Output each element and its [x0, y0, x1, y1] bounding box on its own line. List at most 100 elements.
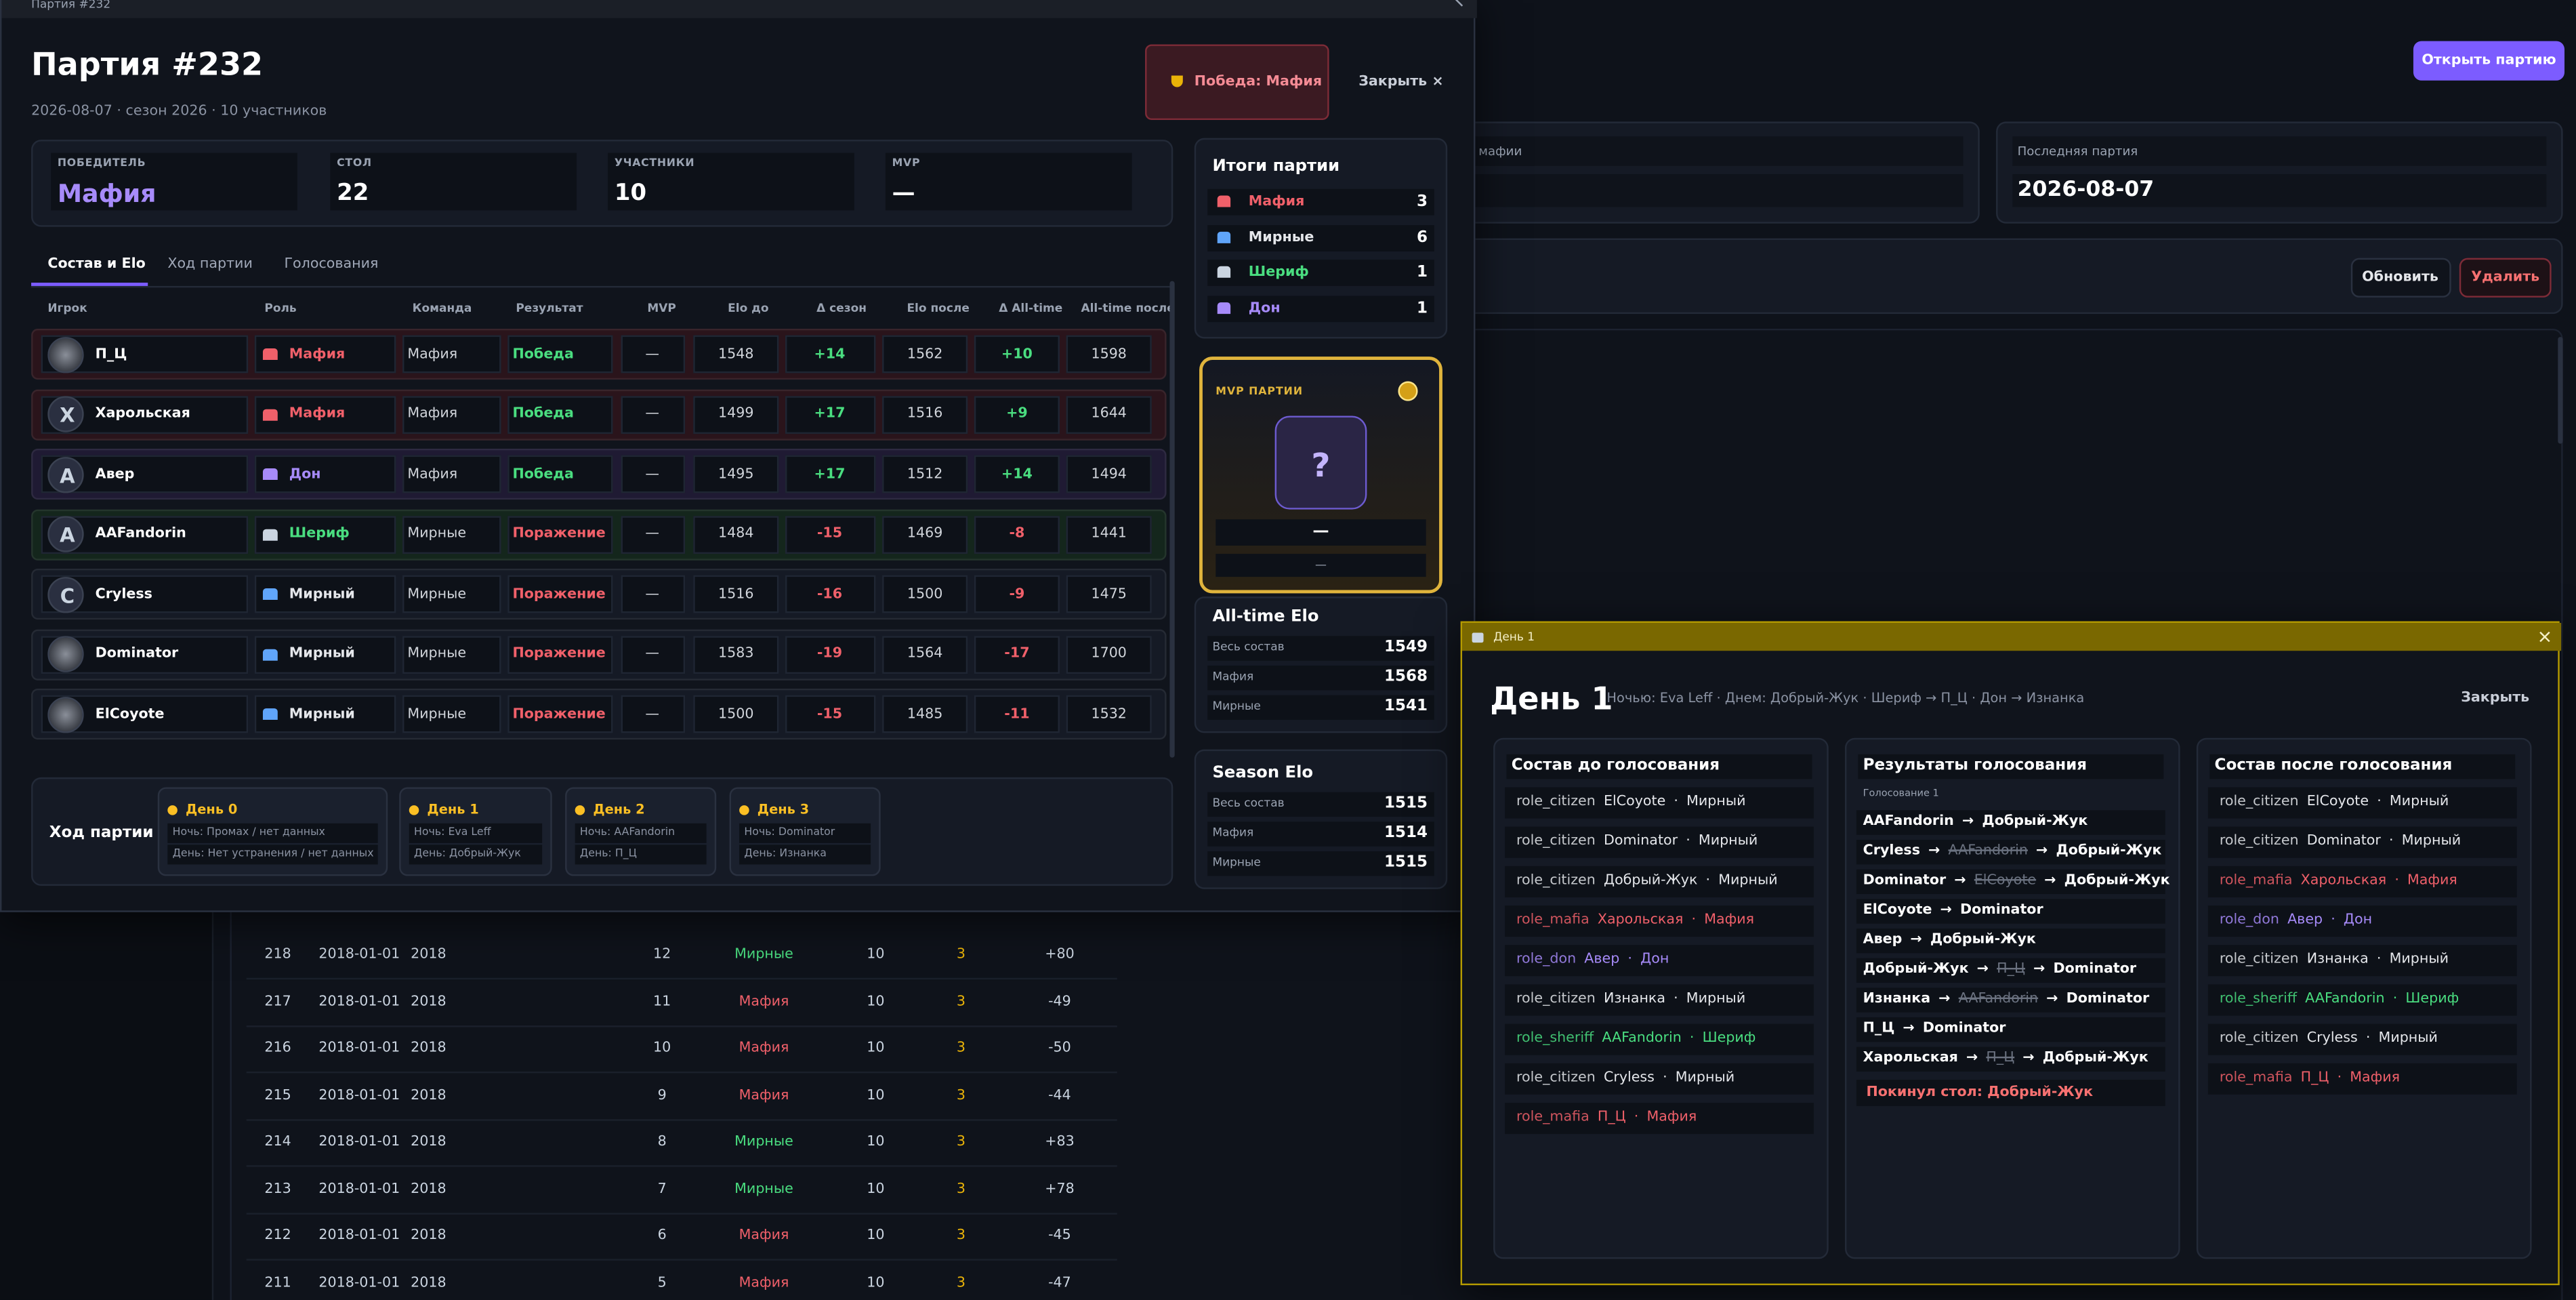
tab[interactable]: Голосования: [284, 256, 379, 273]
elo-label: Мирные: [1212, 855, 1261, 870]
player-item-text: role_citizen Dominator · Мирный: [1516, 833, 1766, 850]
avatar: [47, 336, 84, 373]
open-game-button[interactable]: [2413, 41, 2565, 81]
table-header: Δ сезон: [816, 302, 867, 316]
text-part: Добрый-Жук: [1930, 931, 2036, 948]
text-part: ·: [1627, 951, 1632, 968]
button-label[interactable]: Обновить: [2362, 269, 2438, 286]
table-cell-box: [507, 635, 613, 673]
table-cell-box: [882, 455, 968, 493]
table-cell-box: [1066, 455, 1152, 493]
table-cell: 1564: [907, 645, 943, 662]
row-divider: [246, 1259, 1117, 1261]
refresh-button[interactable]: [2350, 258, 2451, 298]
elo-label: Весь состав: [1212, 641, 1285, 654]
player-item-text: role_sheriff AAFandorin · Шериф: [2220, 991, 2468, 1008]
table-cell: 10: [867, 1040, 885, 1057]
table-cell: Мафия: [739, 1227, 789, 1244]
delete-button[interactable]: [2459, 258, 2552, 298]
table-cell: +80: [1045, 946, 1075, 963]
text-part: role_mafia: [1516, 912, 1590, 929]
table-cell-box: [785, 455, 876, 493]
text-part: →: [2036, 842, 2048, 859]
table-cell: +83: [1045, 1133, 1075, 1151]
summary-label: Шериф: [1248, 265, 1309, 282]
elo-value: 1549: [1384, 638, 1428, 657]
table-cell: 5: [657, 1274, 667, 1291]
table-cell: —: [645, 346, 659, 363]
text-part: ·: [2376, 951, 2382, 968]
text-part: П_Ц: [1997, 961, 2025, 978]
table-cell: 2018-01-01: [318, 1133, 400, 1151]
table-cell: -15: [816, 525, 843, 542]
text-part: role_sheriff: [1516, 1030, 1594, 1047]
elo-label: Мафия: [1212, 826, 1254, 840]
player-item: [2207, 786, 2517, 818]
text-part: →: [1966, 1050, 1978, 1067]
table-cell-box: [254, 515, 396, 553]
tab[interactable]: Состав и Elo: [47, 256, 146, 273]
text-part: →: [2022, 1050, 2035, 1067]
text-part: Харольская: [1863, 1050, 1958, 1067]
table-cell: 10: [653, 1040, 671, 1057]
player-item: [2207, 904, 2517, 936]
role: Мафия: [289, 405, 346, 422]
game-subtitle: 2026-08-07 · сезон 2026 · 10 участников: [31, 103, 327, 120]
text-part: Мирный: [1675, 1070, 1735, 1086]
text-part: →: [1903, 1020, 1915, 1037]
summary-value: 1: [1417, 300, 1428, 318]
table-cell: Мирные: [734, 946, 793, 963]
winner-badge: [1145, 44, 1329, 121]
text-part: role_mafia: [1516, 1109, 1590, 1126]
role: Мирный: [289, 586, 355, 603]
text-part: role_don: [1516, 951, 1577, 968]
elo-label: Мирные: [1212, 699, 1261, 713]
close-button[interactable]: Закрыть ×: [1358, 73, 1444, 91]
button-label[interactable]: Открыть партию: [2422, 52, 2556, 69]
row-divider: [246, 1024, 1117, 1027]
close-button[interactable]: Закрыть: [2461, 690, 2530, 707]
table-cell-box: [974, 695, 1060, 733]
day-line: Ночь: AAFandorin: [579, 825, 676, 838]
text-part: Dominator: [1922, 1020, 2006, 1037]
table-cell: 10: [867, 993, 885, 1010]
tab[interactable]: Ход партии: [167, 256, 253, 273]
table-cell: 1700: [1091, 645, 1127, 662]
table-cell-box: [1066, 395, 1152, 433]
text-part: role_citizen: [2219, 1030, 2299, 1047]
text-part: Авер: [1863, 931, 1903, 948]
player-item: [2207, 944, 2517, 976]
player-name: Харольская: [95, 405, 190, 422]
table-cell: 2018-01-01: [318, 1180, 400, 1198]
text-part: Добрый-Жук: [2056, 842, 2162, 859]
stat-label: ПОБЕДИТЕЛЬ: [57, 156, 146, 169]
text-part: Cryless: [2306, 1030, 2358, 1047]
table-cell-box: [1066, 575, 1152, 613]
text-part: Dominator: [1960, 901, 2043, 919]
player-item-text: role_don Авер · Дон: [1516, 952, 1677, 969]
table-cell: +78: [1045, 1180, 1075, 1198]
player-item: [2207, 983, 2517, 1015]
role-icon: [262, 528, 278, 540]
table-cell-box: [1066, 635, 1152, 673]
elo-label: Мафия: [1212, 670, 1254, 684]
table-cell: 12: [653, 946, 671, 963]
mvp-note-box: [1216, 554, 1426, 577]
button-label[interactable]: Удалить: [2471, 269, 2540, 286]
team: Мирные: [407, 525, 467, 542]
player-name: Cryless: [95, 586, 152, 603]
player-name: ElCoyote: [95, 706, 165, 723]
vote-text: Харольская → П_Ц → Добрый-Жук: [1863, 1050, 2157, 1067]
day-line-box: [167, 823, 378, 843]
table-cell-box: [974, 335, 1060, 373]
table-header: Игрок: [47, 302, 87, 316]
player-name: AAFandorin: [95, 525, 186, 542]
table-cell: Мафия: [739, 1040, 789, 1057]
player-item-text: role_mafia П_Ц · Мафия: [1516, 1109, 1705, 1126]
text-part: role_citizen: [1516, 833, 1596, 850]
table-cell: 1494: [1091, 466, 1127, 483]
table-cell: 3: [956, 1274, 966, 1291]
role-icon: [262, 648, 278, 660]
text-part: Харольская: [2300, 872, 2387, 889]
